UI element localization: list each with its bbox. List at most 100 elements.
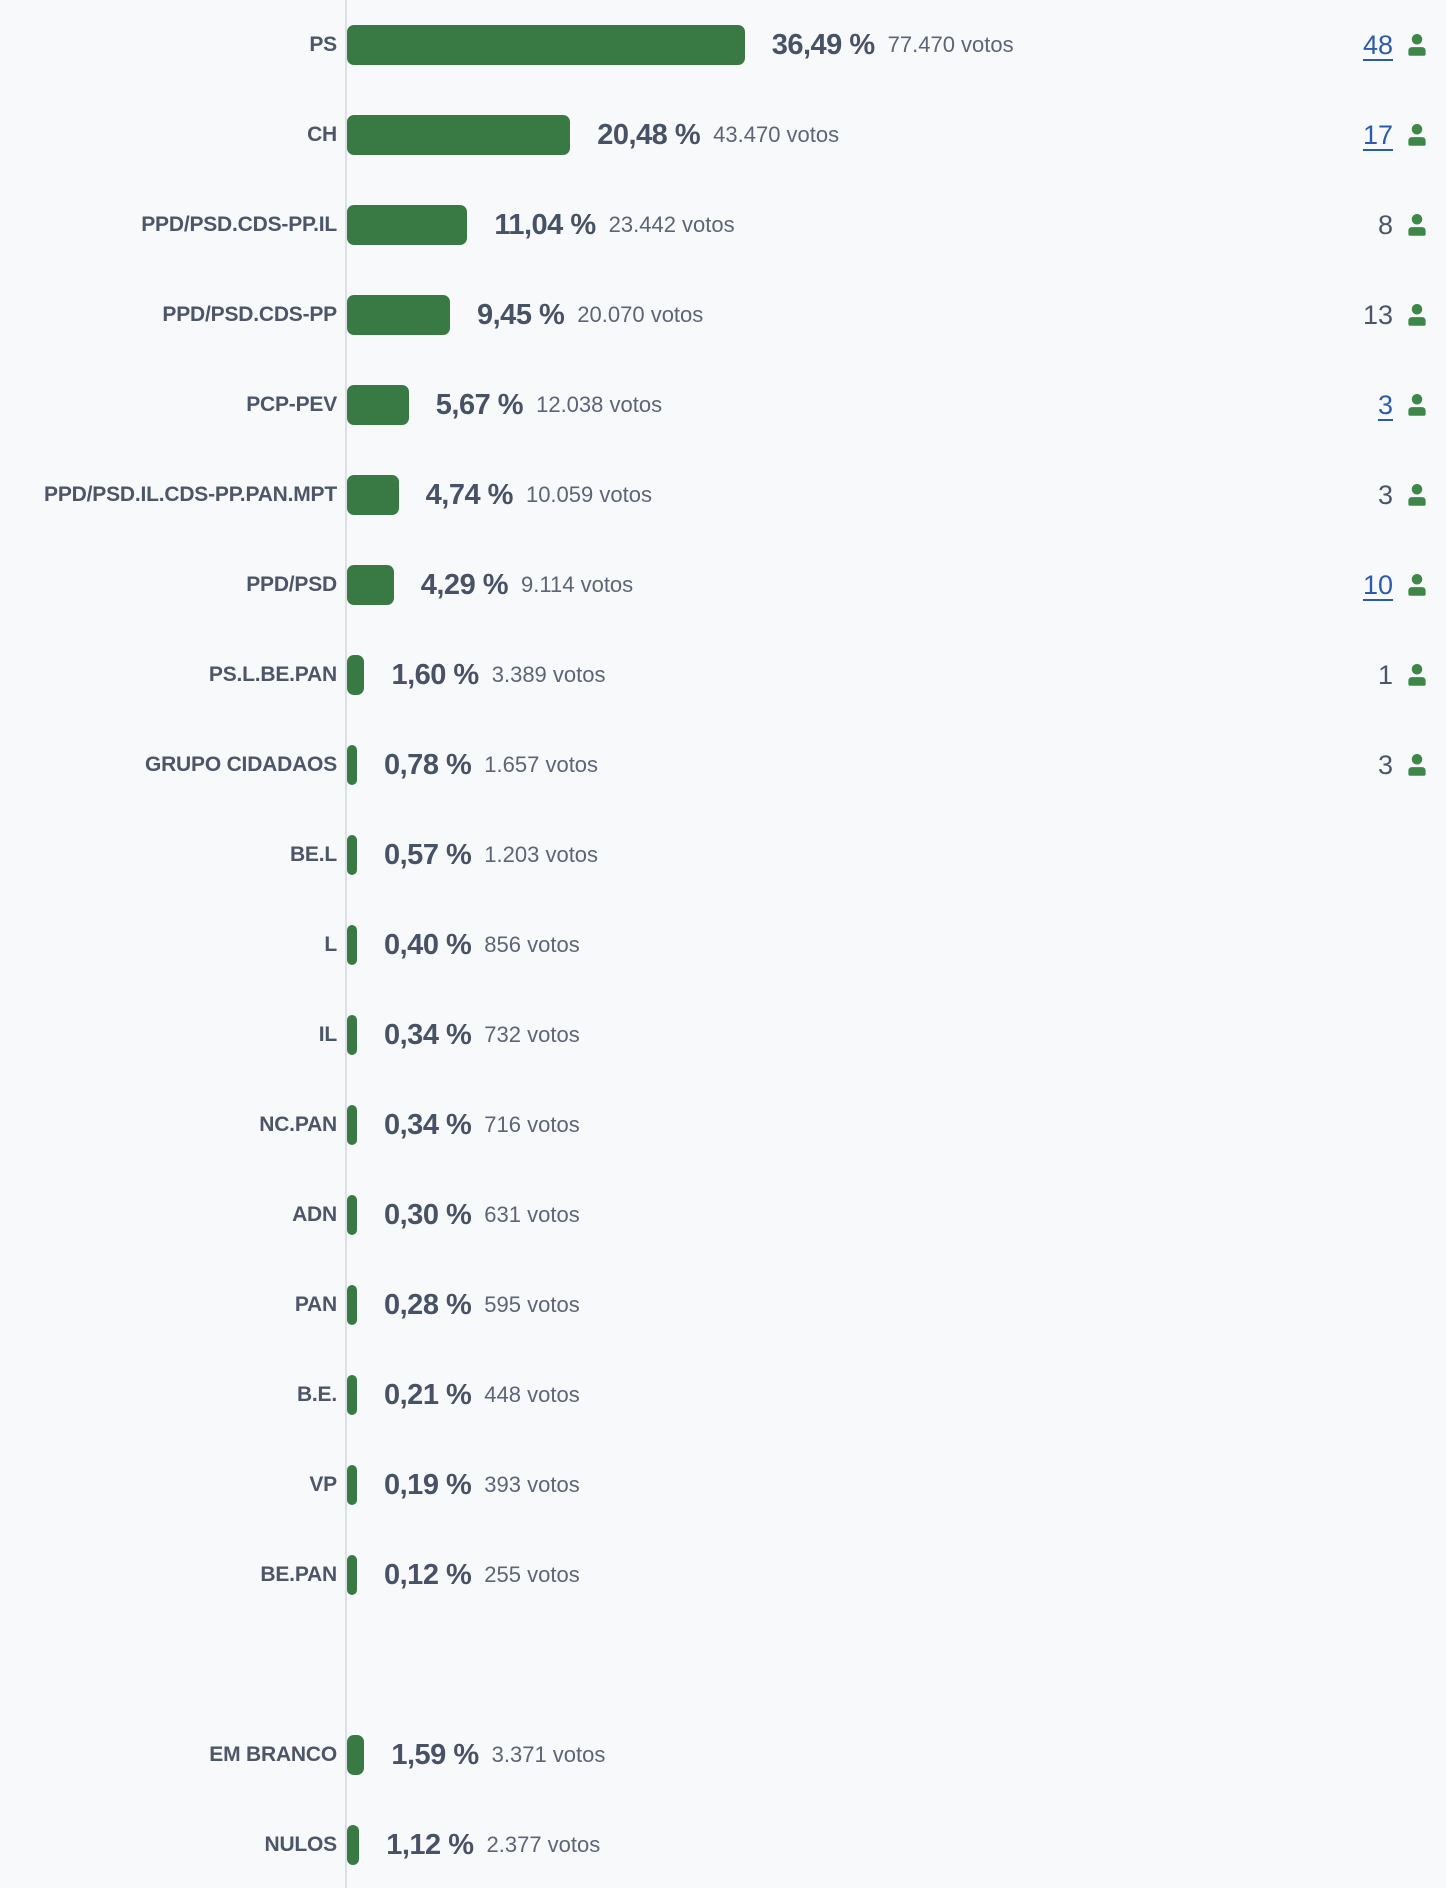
result-bar (347, 835, 357, 875)
votes-value: 23.442 votos (608, 212, 735, 237)
result-row: NC.PAN 0,34 % 716 votos (0, 1080, 1446, 1170)
bar-group: 0,57 % 1.203 votos (347, 835, 598, 875)
votes-value: 3.371 votos (491, 1742, 606, 1767)
party-label: EM BRANCO (209, 1743, 337, 1766)
percent-value: 0,21 % (384, 1378, 472, 1411)
result-bar (347, 1465, 357, 1505)
votes-value: 595 votos (484, 1292, 580, 1317)
party-label: NULOS (264, 1833, 337, 1856)
votes-value: 393 votos (484, 1472, 580, 1497)
result-bar (347, 1195, 357, 1235)
bar-group: 9,45 % 20.070 votos (347, 295, 703, 335)
percent-value: 11,04 % (494, 208, 596, 241)
result-row: EM BRANCO 1,59 % 3.371 votos (0, 1710, 1446, 1800)
bar-group: 11,04 % 23.442 votos (347, 205, 735, 245)
person-icon (1402, 120, 1432, 150)
person-icon (1402, 210, 1432, 240)
mandates-cell: 1 (1342, 660, 1446, 691)
result-row: CH 20,48 % 43.470 votos 17 (0, 90, 1446, 180)
result-bar (347, 115, 571, 155)
result-row: PPD/PSD.IL.CDS-PP.PAN.MPT 4,74 % 10.059 … (0, 450, 1446, 540)
result-bar (347, 1825, 360, 1865)
mandates-count: 8 (1377, 209, 1393, 240)
person-icon (1402, 570, 1432, 600)
result-bar (347, 565, 394, 605)
result-bar (347, 475, 399, 515)
bar-group: 0,28 % 595 votos (347, 1285, 580, 1325)
bar-group: 0,78 % 1.657 votos (347, 745, 598, 785)
percent-value: 4,29 % (420, 568, 509, 601)
party-label: VP (309, 1473, 337, 1496)
percent-value: 0,30 % (384, 1198, 472, 1231)
votes-value: 3.389 votos (491, 662, 606, 687)
result-row: NULOS 1,12 % 2.377 votos (0, 1800, 1446, 1888)
result-row: BE.L 0,57 % 1.203 votos (0, 810, 1446, 900)
bar-group: 1,59 % 3.371 votos (347, 1735, 605, 1775)
party-label: PS.L.BE.PAN (208, 663, 337, 686)
votes-value: 43.470 votos (713, 122, 840, 147)
mandates-cell: 8 (1342, 210, 1446, 241)
percent-value: 0,28 % (384, 1288, 472, 1321)
percent-value: 0,57 % (384, 838, 472, 871)
percent-value: 1,60 % (391, 658, 479, 691)
axis-baseline (345, 0, 347, 1888)
bar-group: 0,19 % 393 votos (347, 1465, 580, 1505)
result-row: GRUPO CIDADAOS 0,78 % 1.657 votos 3 (0, 720, 1446, 810)
mandates-cell: 17 (1342, 120, 1446, 151)
result-row: PAN 0,28 % 595 votos (0, 1260, 1446, 1350)
person-icon (1402, 30, 1432, 60)
person-icon (1402, 390, 1432, 420)
result-row: ADN 0,30 % 631 votos (0, 1170, 1446, 1260)
votes-value: 1.203 votos (484, 842, 599, 867)
votes-value: 9.114 votos (521, 572, 634, 597)
result-bar (347, 655, 365, 695)
bar-group: 20,48 % 43.470 votos (347, 115, 839, 155)
result-bar (347, 1555, 357, 1595)
percent-value: 0,19 % (384, 1468, 472, 1501)
person-icon (1402, 750, 1432, 780)
mandates-count: 3 (1377, 479, 1393, 510)
votes-value: 77.470 votos (887, 32, 1014, 57)
result-row: VP 0,19 % 393 votos (0, 1440, 1446, 1530)
mandates-count-link[interactable]: 17 (1362, 119, 1393, 150)
mandates-count-link[interactable]: 48 (1362, 29, 1393, 60)
result-bar (347, 1285, 357, 1325)
result-row: PPD/PSD 4,29 % 9.114 votos 10 (0, 540, 1446, 630)
votes-value: 20.070 votos (577, 302, 704, 327)
votes-value: 448 votos (484, 1382, 580, 1407)
result-bar (347, 745, 357, 785)
party-label: PPD/PSD.CDS-PP.IL (141, 213, 337, 236)
result-bar (347, 385, 409, 425)
mandates-count: 13 (1362, 299, 1393, 330)
result-row: PPD/PSD.CDS-PP.IL 11,04 % 23.442 votos 8 (0, 180, 1446, 270)
percent-value: 4,74 % (425, 478, 514, 511)
result-bar (347, 1375, 357, 1415)
bar-group: 5,67 % 12.038 votos (347, 385, 662, 425)
bar-group: 4,74 % 10.059 votos (347, 475, 652, 515)
party-label: BE.PAN (260, 1563, 337, 1586)
votes-value: 716 votos (484, 1112, 580, 1137)
bar-group: 1,12 % 2.377 votos (347, 1825, 600, 1865)
votes-value: 631 votos (484, 1202, 580, 1227)
party-label: NC.PAN (259, 1113, 337, 1136)
mandates-count-link[interactable]: 10 (1362, 569, 1393, 600)
mandates-cell: 13 (1342, 300, 1446, 331)
bar-group: 4,29 % 9.114 votos (347, 565, 633, 605)
party-label: PPD/PSD (246, 573, 337, 596)
bar-group: 0,12 % 255 votos (347, 1555, 580, 1595)
result-bar (347, 1735, 365, 1775)
mandates-count-link[interactable]: 3 (1377, 389, 1393, 420)
result-row: IL 0,34 % 732 votos (0, 990, 1446, 1080)
party-label: PS (309, 33, 337, 56)
result-bar (347, 25, 745, 65)
votes-value: 1.657 votos (484, 752, 599, 777)
percent-value: 9,45 % (477, 298, 565, 331)
votes-value: 732 votos (484, 1022, 580, 1047)
party-label: PCP-PEV (246, 393, 337, 416)
bar-group: 0,34 % 716 votos (347, 1105, 580, 1145)
party-label: CH (307, 123, 337, 146)
result-row: BE.PAN 0,12 % 255 votos (0, 1530, 1446, 1620)
bar-group: 0,30 % 631 votos (347, 1195, 580, 1235)
party-label: GRUPO CIDADAOS (144, 753, 337, 776)
